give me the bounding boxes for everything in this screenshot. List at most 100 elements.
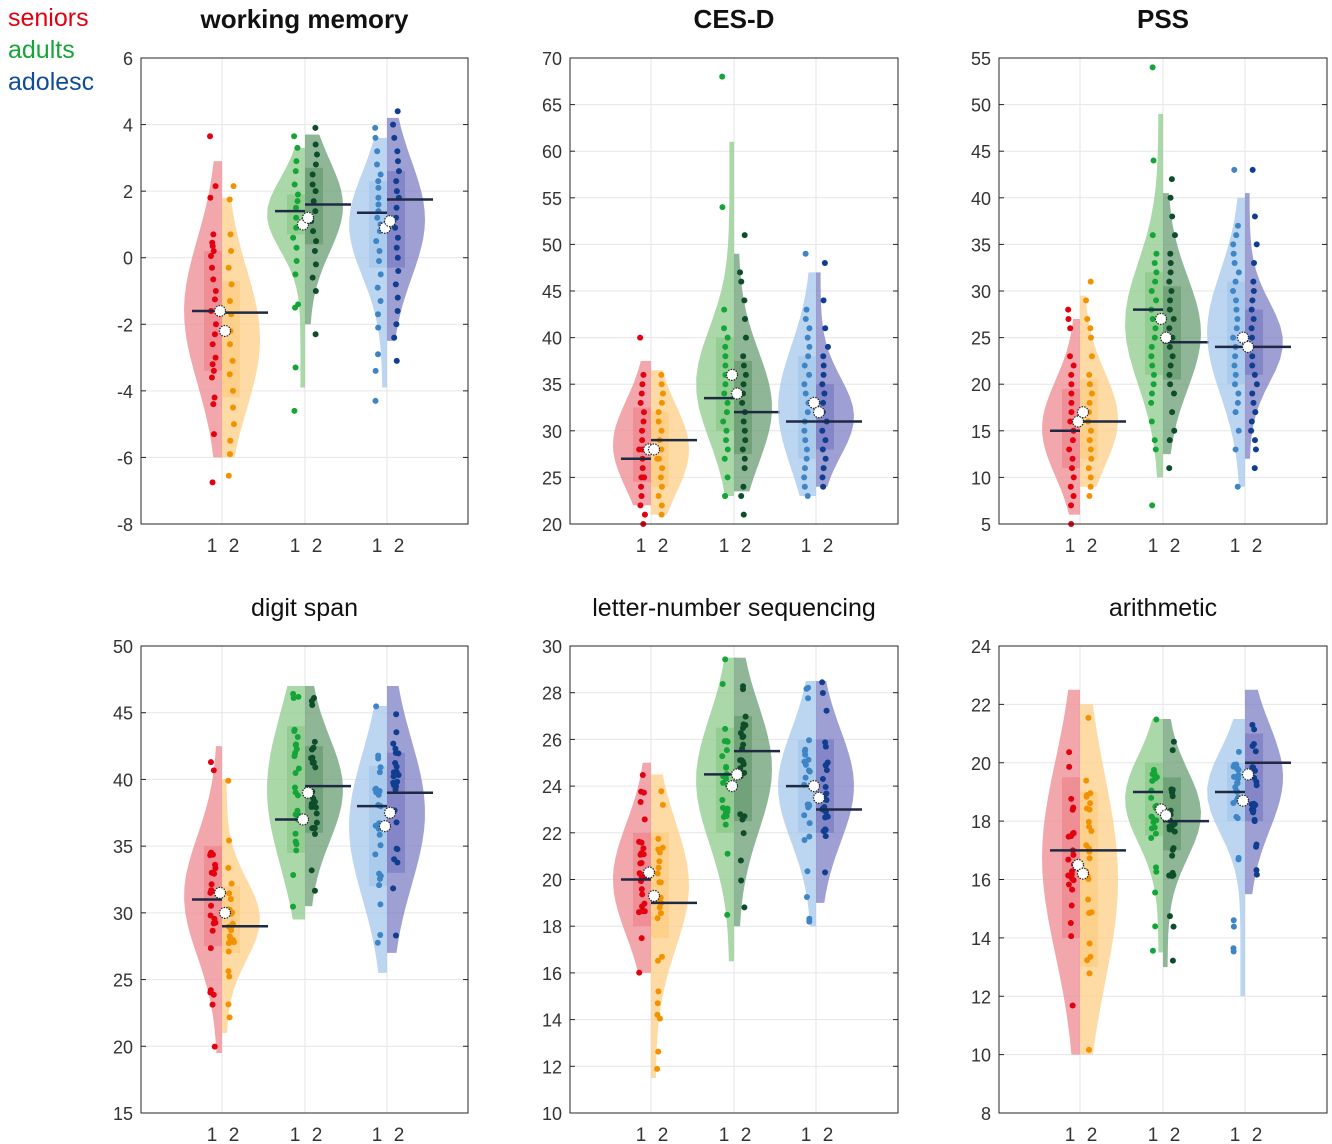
x-tick-label: 2 (394, 536, 405, 557)
data-point-t1 (638, 483, 645, 490)
data-point-t2 (1086, 399, 1093, 406)
data-point-t1 (801, 465, 808, 472)
data-point-t2 (1167, 297, 1174, 304)
data-point-t2 (313, 819, 320, 826)
data-point-t2 (393, 357, 400, 364)
x-tick-label: 1 (290, 1125, 301, 1144)
data-point-t1 (209, 927, 216, 934)
y-tick-label: 16 (971, 871, 991, 891)
data-point-t1 (641, 900, 648, 907)
data-point-t2 (308, 867, 315, 874)
data-point-t2 (659, 390, 666, 397)
data-point-t1 (1068, 399, 1075, 406)
data-point-t2 (1085, 818, 1092, 825)
data-point-t1 (1235, 854, 1242, 861)
data-point-t2 (655, 493, 662, 500)
mean-marker-2 (1241, 768, 1255, 781)
data-point-t1 (1149, 502, 1156, 509)
x-tick-label: 2 (1170, 536, 1181, 557)
data-point-t1 (720, 418, 727, 425)
data-point-t1 (376, 788, 383, 795)
legend-adults: adults (8, 36, 75, 64)
chart-title: PSS (1137, 4, 1189, 34)
group-seniors (1042, 278, 1126, 527)
data-point-t2 (310, 744, 317, 751)
data-point-t1 (801, 362, 808, 369)
data-point-t1 (291, 181, 298, 188)
data-point-t1 (1153, 864, 1160, 871)
data-point-t2 (658, 502, 665, 509)
data-point-t1 (294, 198, 301, 205)
data-point-t2 (1166, 278, 1173, 285)
data-point-t1 (1230, 288, 1237, 294)
data-point-t1 (211, 331, 218, 338)
y-tick-label: 20 (113, 1037, 133, 1057)
mean-marker-1 (213, 304, 227, 318)
data-point-t2 (742, 371, 749, 378)
data-point-t2 (390, 885, 397, 892)
x-tick-label: 1 (1065, 536, 1076, 557)
data-point-t1 (208, 902, 215, 909)
data-point-t1 (1065, 856, 1072, 863)
data-point-t1 (374, 351, 381, 358)
data-point-t1 (294, 734, 301, 741)
data-point-t2 (226, 371, 233, 378)
data-point-t1 (1149, 777, 1156, 784)
data-point-t2 (1249, 390, 1256, 397)
iqr-box-1 (1145, 272, 1163, 375)
data-point-t1 (1148, 353, 1155, 360)
data-point-t1 (804, 493, 811, 500)
data-point-t2 (741, 455, 748, 462)
data-point-t2 (394, 254, 401, 261)
data-point-t2 (740, 741, 747, 748)
data-point-t1 (375, 258, 382, 265)
mean-marker-1 (725, 779, 739, 793)
data-point-t1 (374, 939, 381, 946)
data-point-t2 (312, 261, 319, 268)
data-point-t2 (228, 248, 235, 255)
data-point-t2 (1253, 381, 1260, 388)
y-tick-label: 28 (542, 684, 562, 704)
data-point-t1 (1150, 371, 1157, 378)
mean-marker-1 (725, 368, 739, 381)
data-point-t1 (1069, 806, 1076, 813)
data-point-t2 (1248, 427, 1255, 434)
violin-right (816, 681, 854, 903)
x-tick-label: 2 (658, 536, 669, 557)
data-point-t1 (719, 796, 726, 803)
data-point-t1 (723, 427, 730, 434)
data-point-t1 (1149, 947, 1156, 954)
x-tick-label: 2 (1252, 536, 1263, 557)
data-point-t1 (1068, 502, 1075, 509)
data-point-t2 (819, 446, 826, 453)
violin-left (267, 147, 305, 388)
data-point-t2 (1086, 381, 1093, 388)
data-point-t2 (311, 248, 318, 255)
x-tick-label: 2 (1087, 1125, 1098, 1144)
data-point-t2 (311, 738, 318, 745)
data-point-t2 (312, 188, 319, 195)
data-point-t1 (1233, 232, 1240, 239)
data-point-t1 (207, 253, 214, 260)
data-point-t1 (638, 390, 645, 397)
data-point-t1 (721, 455, 728, 462)
data-point-t2 (1249, 362, 1256, 369)
mean-marker-1 (378, 820, 392, 833)
data-point-t2 (312, 161, 319, 168)
mean-marker-2 (301, 211, 315, 224)
group-adolesc (778, 679, 862, 927)
data-point-t1 (723, 775, 730, 782)
data-point-t1 (724, 334, 731, 341)
data-point-t2 (394, 108, 401, 115)
data-point-t2 (311, 825, 318, 832)
data-point-t1 (722, 437, 729, 444)
data-point-t2 (739, 816, 746, 823)
data-point-t2 (658, 371, 665, 378)
data-point-t1 (638, 935, 645, 942)
data-point-t2 (820, 483, 827, 490)
data-point-t1 (722, 725, 729, 732)
y-tick-label: 5 (981, 515, 991, 535)
mean-marker-2 (647, 889, 661, 902)
data-point-t2 (394, 148, 401, 155)
data-point-t1 (1232, 297, 1239, 304)
